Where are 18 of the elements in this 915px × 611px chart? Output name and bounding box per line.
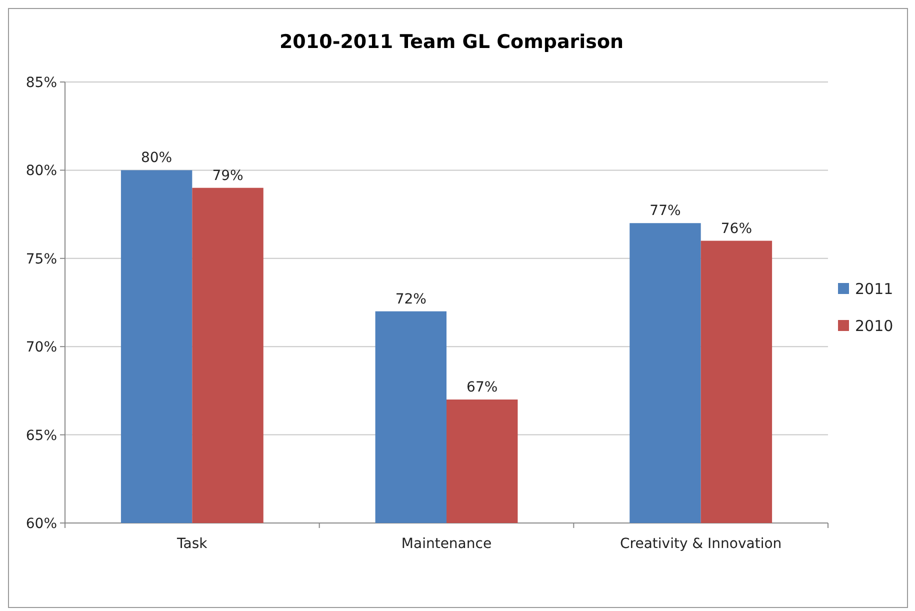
data-label: 77% [650, 203, 681, 220]
data-label: 76% [720, 220, 752, 237]
x-tick-label: Task [176, 536, 208, 552]
data-label: 67% [466, 380, 498, 396]
legend-label: 2010 [855, 317, 894, 335]
data-label: 80% [140, 150, 172, 166]
data-label: 79% [212, 168, 244, 184]
y-tick-label: 85% [26, 75, 57, 91]
y-tick-label: 60% [26, 516, 57, 532]
y-tick-label: 80% [26, 163, 57, 180]
data-label: 72% [395, 291, 426, 308]
chart-title: 2010-2011 Team GL Comparison [279, 31, 624, 53]
y-tick-label: 70% [26, 340, 57, 356]
x-tick-label: Maintenance [401, 536, 492, 552]
x-tick-label: Creativity & Innovation [620, 536, 782, 552]
y-tick-label: 75% [26, 251, 57, 268]
legend-label: 2011 [855, 280, 894, 298]
y-tick-label: 65% [26, 428, 57, 444]
